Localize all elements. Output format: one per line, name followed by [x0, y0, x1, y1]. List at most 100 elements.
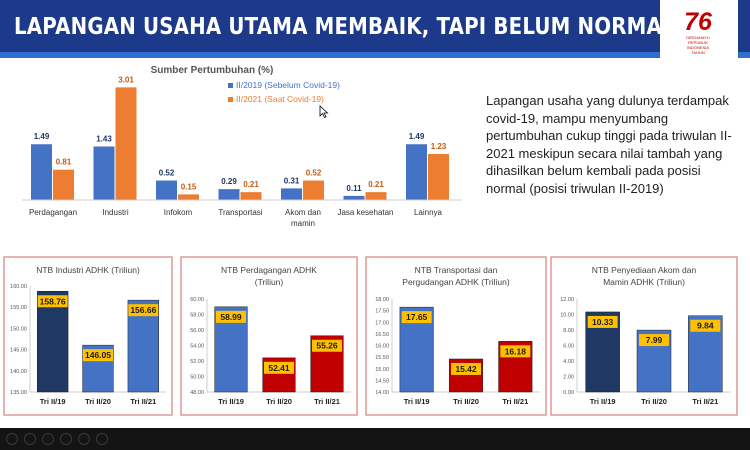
bar-akom-dan-mamin-2019 [281, 188, 302, 200]
category-label-akom-dan-mamin-2: mamin [291, 219, 315, 228]
y-tick-label: 150.00 [10, 326, 27, 332]
y-tick-label: 52.00 [190, 359, 204, 365]
chart-title: Sumber Pertumbuhan (%) [151, 65, 274, 76]
legend-label-2019: II/2019 (Sebelum Covid-19) [236, 80, 340, 90]
value-label-tri-ii-20: 146.05 [85, 350, 111, 360]
control-dot-5[interactable] [78, 433, 90, 445]
value-label-bg [500, 345, 531, 358]
ntb-panel-4: NTB Penyediaan Akom dan Mamin ADHK (Trili… [550, 256, 738, 416]
category-label-infokom: Infokom [164, 208, 193, 217]
value-label-bg [312, 339, 342, 352]
panel-title: NTB Transportasi dan [415, 265, 498, 275]
value-label-tri-ii-20: 7.99 [646, 335, 663, 345]
bar-jasa-kesehatan-2021 [365, 192, 387, 200]
y-tick-label: 160.00 [10, 284, 27, 290]
y-tick-label: 155.00 [10, 305, 27, 311]
category-label-tri-ii-21: Tri II/21 [502, 397, 528, 406]
y-tick-label: 0.00 [563, 390, 574, 396]
value-label-tri-ii-21: 55.26 [316, 341, 338, 351]
y-tick-label: 140.00 [10, 369, 27, 375]
value-label-industri-2021: 3.01 [118, 75, 134, 84]
category-label-tri-ii-20: Tri II/20 [85, 397, 111, 406]
value-label-akom-dan-mamin-2019: 0.31 [284, 176, 300, 185]
control-dot-6[interactable] [96, 433, 108, 445]
bar-transportasi-2021 [240, 192, 262, 200]
category-label-tri-ii-19: Tri II/19 [590, 397, 616, 406]
value-label-perdagangan-2019: 1.49 [34, 132, 50, 141]
value-label-industri-2019: 1.43 [96, 134, 112, 143]
value-label-bg [451, 362, 481, 375]
legend-label-2021: II/2021 (Saat Covid-19) [236, 94, 324, 104]
bar-industri-2019 [93, 146, 115, 200]
value-label-transportasi-2021: 0.21 [243, 180, 259, 189]
control-dot-1[interactable] [6, 433, 18, 445]
control-dot-2[interactable] [24, 433, 36, 445]
category-label-tri-ii-19: Tri II/19 [40, 397, 66, 406]
y-tick-label: 50.00 [190, 375, 204, 381]
value-label-bg [587, 315, 618, 328]
bar-transportasi-2019 [218, 189, 240, 200]
value-label-bg [128, 304, 159, 317]
category-label-tri-ii-19: Tri II/19 [404, 397, 430, 406]
value-label-bg [690, 319, 721, 332]
header-bar [0, 0, 750, 58]
y-tick-label: 58.00 [190, 313, 204, 319]
growth-source-chart: Sumber Pertumbuhan (%) II/2019 (Sebelum … [22, 65, 462, 228]
value-label-bg [401, 311, 432, 324]
category-label-tri-ii-21: Tri II/21 [130, 397, 156, 406]
ntb-panel-3: NTB Transportasi dan Pergudangan ADHK (Tr… [365, 256, 547, 416]
y-tick-label: 14.50 [375, 378, 389, 384]
legend-swatch-2021 [228, 97, 233, 102]
category-label-perdagangan: Perdagangan [29, 208, 77, 217]
control-dot-4[interactable] [60, 433, 72, 445]
value-label-tri-ii-21: 9.84 [697, 321, 714, 331]
description-text: Lapangan usaha yang dulunya terdampak co… [486, 93, 732, 196]
value-label-jasa-kesehatan-2019: 0.11 [346, 184, 362, 193]
value-label-tri-ii-20: 52.41 [268, 363, 290, 373]
value-label-bg [216, 310, 246, 323]
category-label-tri-ii-20: Tri II/20 [266, 397, 292, 406]
value-label-tri-ii-21: 156.66 [130, 305, 156, 315]
value-label-lainnya-2021: 1.23 [431, 142, 447, 151]
logo-line-4: TAHUN [691, 50, 705, 55]
y-tick-label: 145.00 [10, 348, 27, 354]
y-tick-label: 2.00 [563, 375, 574, 381]
panel-title-line-2: Pergudangan ADHK (Triliun) [402, 277, 510, 287]
category-label-tri-ii-21: Tri II/21 [314, 397, 340, 406]
category-label-industri: Industri [102, 208, 128, 217]
value-label-bg [264, 361, 294, 374]
y-tick-label: 8.00 [563, 328, 574, 334]
bar-industri-2021 [115, 87, 137, 200]
value-label-lainnya-2019: 1.49 [409, 132, 425, 141]
anniversary-logo: 76 DIRGAHAYU REPUBLIK INDONESIA TAHUN [660, 0, 738, 82]
category-label-tri-ii-19: Tri II/19 [218, 397, 244, 406]
panel-title: NTB Perdagangan ADHK [221, 265, 317, 275]
bar-perdagangan-2019 [31, 144, 52, 200]
ntb-panel-2: NTB Perdagangan ADHK (Triliun) 48.00 50.00 5… [180, 256, 358, 416]
control-dot-3[interactable] [42, 433, 54, 445]
panel-title: NTB Industri ADHK (Triliun) [36, 265, 140, 275]
y-tick-label: 4.00 [563, 359, 574, 365]
y-tick-label: 18.00 [375, 297, 389, 303]
bar-infokom-2021 [178, 194, 199, 200]
y-tick-label: 17.50 [375, 309, 389, 315]
value-label-infokom-2021: 0.15 [181, 182, 197, 191]
y-tick-label: 15.00 [375, 367, 389, 373]
mouse-cursor [319, 105, 329, 119]
logo-number: 76 [684, 8, 713, 36]
ntb-panels: NTB Industri ADHK (Triliun) 135.00 140.00 1… [3, 256, 738, 416]
bar-akom-dan-mamin-2021 [303, 180, 324, 200]
value-label-tri-ii-19: 58.99 [220, 312, 242, 322]
bar-jasa-kesehatan-2019 [343, 195, 365, 200]
logo-line-1: DIRGAHAYU [686, 35, 710, 40]
panel-title-line-2: Mamin ADHK (Triliun) [603, 277, 685, 287]
value-label-bg [83, 349, 113, 362]
header-accent-band [0, 52, 750, 58]
page-title: LAPANGAN USAHA UTAMA MEMBAIK, TAPI BELUM… [14, 14, 675, 40]
y-tick-label: 54.00 [190, 344, 204, 350]
y-tick-label: 15.50 [375, 355, 389, 361]
value-label-bg [37, 295, 68, 308]
y-tick-label: 14.00 [375, 390, 389, 396]
panel-title-line-2: (Triliun) [255, 277, 284, 287]
slide: LAPANGAN USAHA UTAMA MEMBAIK, TAPI BELUM… [0, 0, 750, 428]
